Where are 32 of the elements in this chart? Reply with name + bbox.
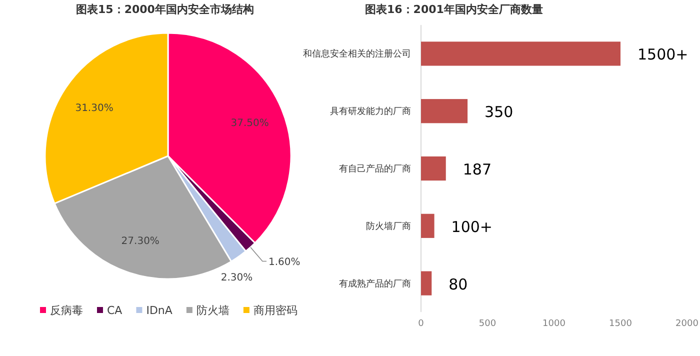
y-tick-label: 有成熟产品的厂商	[339, 278, 411, 290]
x-tick-label: 0	[418, 319, 424, 329]
legend-label: IDnA	[146, 304, 173, 317]
data-label: 187	[462, 160, 492, 178]
data-label: 31.30%	[75, 102, 114, 114]
y-tick-label: 有自己产品的厂商	[339, 164, 411, 174]
data-label: 1500+	[638, 46, 688, 64]
chart-title: 图表16：2001年国内安全厂商数量	[365, 3, 543, 16]
y-tick-label: 防火墙厂商	[366, 220, 411, 232]
legend-label: 防火墙	[196, 304, 230, 317]
x-tick-label: 1000	[542, 319, 566, 329]
bar	[421, 271, 432, 296]
data-label: 2.30%	[220, 272, 253, 284]
bar	[421, 156, 446, 181]
y-tick-label: 具有研发能力的厂商	[330, 106, 411, 118]
legend-label: CA	[107, 304, 123, 317]
chart-title: 图表15：2000年国内安全市场结构	[76, 3, 254, 16]
data-label: 27.30%	[121, 236, 160, 248]
x-tick-label: 2000	[676, 319, 699, 329]
bar	[421, 99, 468, 124]
legend-label: 反病毒	[50, 304, 83, 317]
data-label: 350	[484, 103, 514, 122]
x-tick-label: 1500	[609, 319, 632, 329]
data-label: 37.50%	[230, 118, 269, 130]
y-tick-label: 和信息安全相关的注册公司	[303, 48, 411, 60]
data-label: 80	[448, 275, 468, 294]
legend-label: 商用密码	[253, 304, 298, 317]
x-tick-label: 500	[478, 319, 496, 329]
bar	[421, 42, 620, 66]
data-label: 100+	[451, 218, 493, 236]
data-label: 1.60%	[268, 257, 300, 268]
bar	[421, 214, 434, 238]
